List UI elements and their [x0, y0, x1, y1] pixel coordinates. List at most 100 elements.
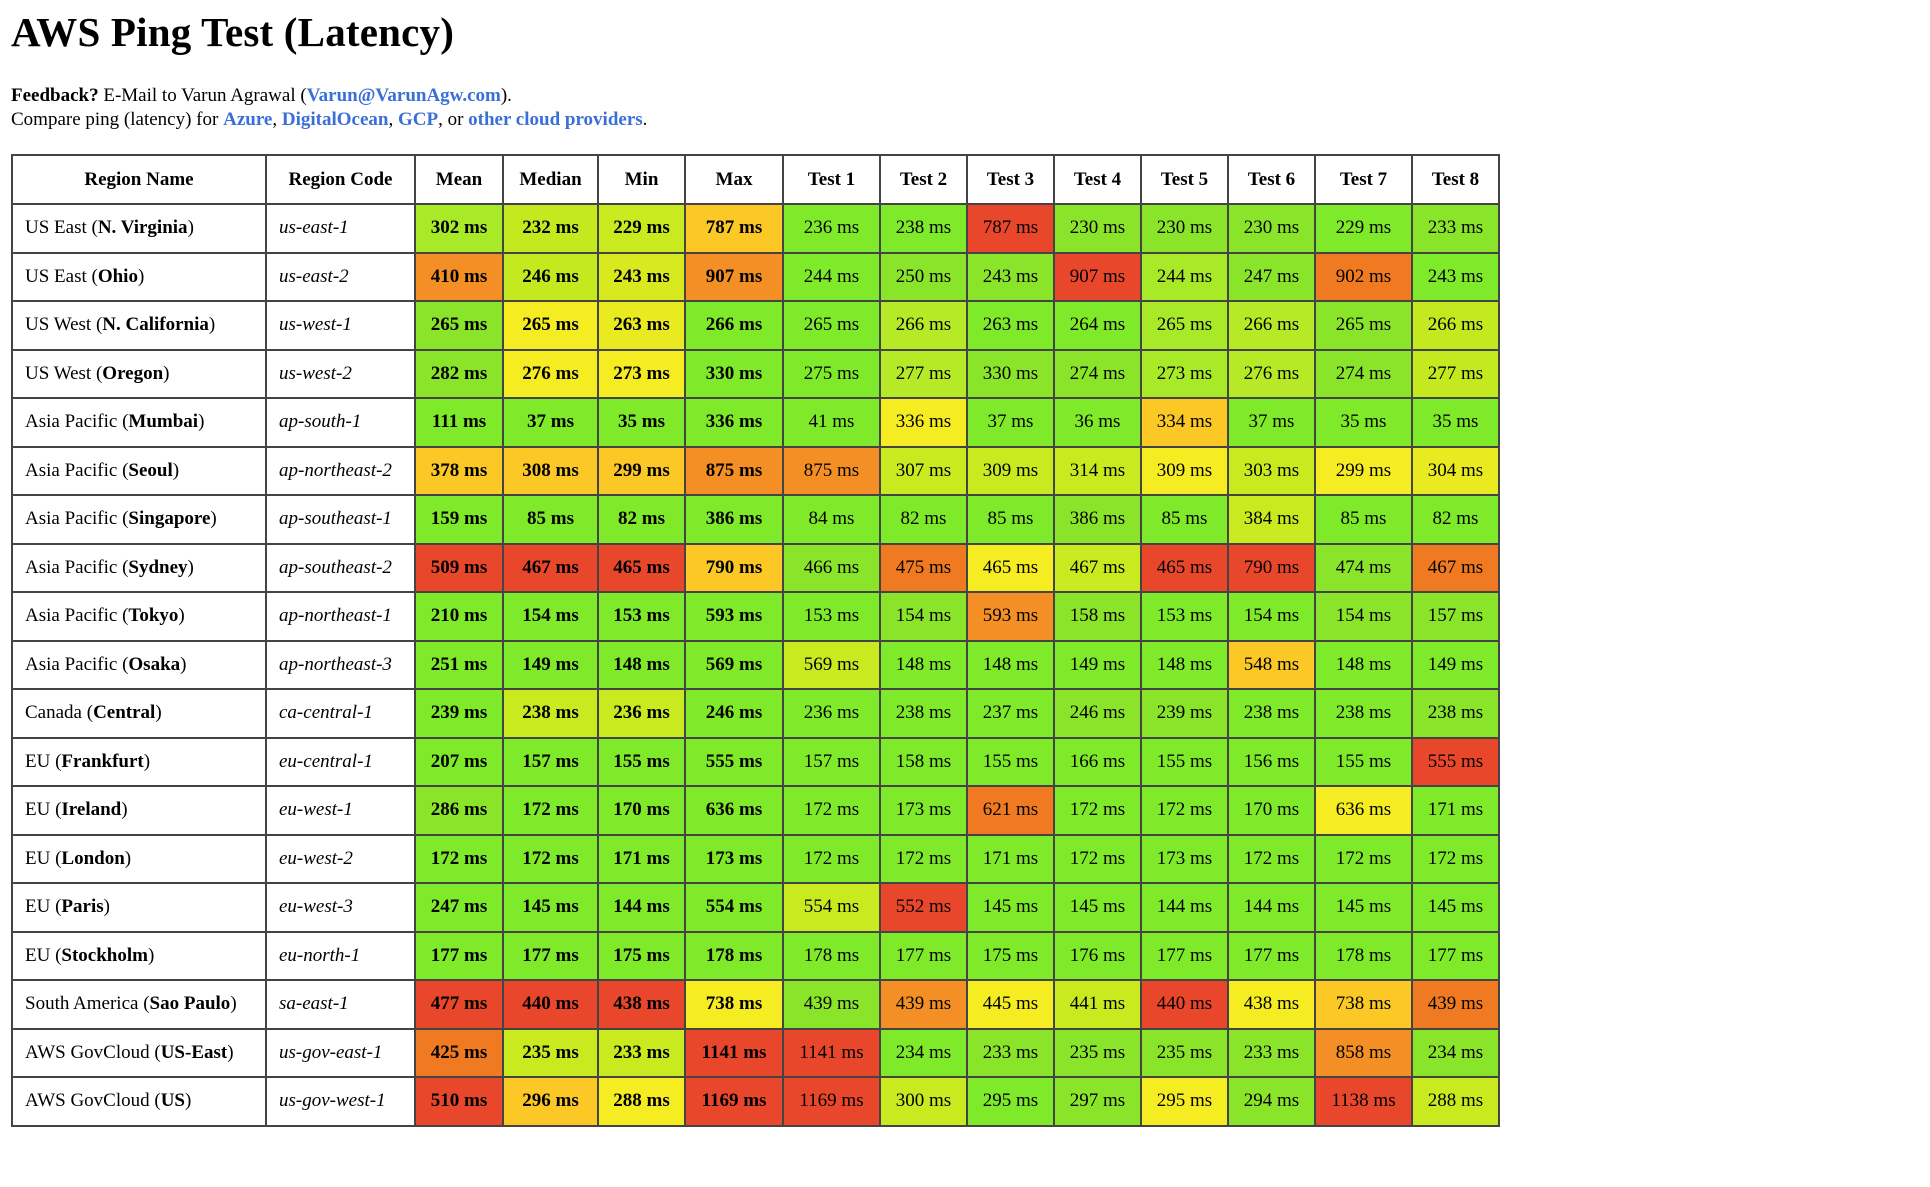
- region-name-cell: US East (Ohio): [11, 251, 267, 302]
- digitalocean-link[interactable]: DigitalOcean: [281, 109, 389, 130]
- test-7-cell: 299 ms: [1314, 445, 1413, 496]
- feedback-close: ).: [500, 85, 512, 106]
- min-cell: 175 ms: [597, 930, 686, 981]
- median-cell: 85 ms: [502, 494, 599, 545]
- test-2-cell: 336 ms: [879, 397, 968, 448]
- region-name-cell: US West (N. California): [11, 300, 267, 351]
- median-cell: 145 ms: [502, 882, 599, 933]
- test-7-cell: 155 ms: [1314, 736, 1413, 787]
- test-7-cell: 145 ms: [1314, 882, 1413, 933]
- test-1-cell: 275 ms: [782, 348, 881, 399]
- region-name-suffix: ): [121, 799, 128, 821]
- test-2-cell: 250 ms: [879, 251, 968, 302]
- test-2-cell: 154 ms: [879, 591, 968, 642]
- median-cell: 246 ms: [502, 251, 599, 302]
- median-cell: 177 ms: [502, 930, 599, 981]
- mean-cell: 111 ms: [414, 397, 504, 448]
- region-location: Central: [93, 702, 156, 724]
- compare-sep: , or: [438, 109, 469, 130]
- test-7-cell: 902 ms: [1314, 251, 1413, 302]
- test-3-cell: 295 ms: [966, 1076, 1055, 1127]
- test-8-cell: 439 ms: [1411, 979, 1500, 1030]
- region-code-cell: ap-southeast-2: [265, 542, 416, 593]
- region-name-prefix: Asia Pacific (: [25, 653, 129, 675]
- test-8-cell: 82 ms: [1411, 494, 1500, 545]
- region-location: Tokyo: [128, 605, 179, 627]
- region-location: Singapore: [128, 508, 211, 530]
- test-1-cell: 236 ms: [782, 688, 881, 739]
- test-4-cell: 158 ms: [1053, 591, 1142, 642]
- region-name-suffix: ): [124, 847, 132, 869]
- median-cell: 235 ms: [502, 1027, 599, 1078]
- test-7-cell: 636 ms: [1314, 785, 1413, 836]
- region-name-suffix: ): [155, 702, 162, 724]
- test-3-cell: 155 ms: [966, 736, 1055, 787]
- test-3-cell: 787 ms: [966, 203, 1055, 254]
- test-5-cell: 172 ms: [1140, 785, 1229, 836]
- test-1-cell: 41 ms: [782, 397, 881, 448]
- test-5-cell: 273 ms: [1140, 348, 1229, 399]
- table-row: US West (Oregon) us-west-2 282 ms 276 ms 273…: [11, 348, 1500, 399]
- test-1-cell: 157 ms: [782, 736, 881, 787]
- min-cell: 243 ms: [597, 251, 686, 302]
- test-3-cell: 237 ms: [966, 688, 1055, 739]
- test-4-cell: 145 ms: [1053, 882, 1142, 933]
- gcp-link[interactable]: GCP: [397, 109, 439, 130]
- test-7-cell: 229 ms: [1314, 203, 1413, 254]
- table-row: AWS GovCloud (US-East) us-gov-east-1 425 m…: [11, 1027, 1500, 1078]
- test-2-cell: 173 ms: [879, 785, 968, 836]
- test-5-cell: 440 ms: [1140, 979, 1229, 1030]
- region-name-suffix: ): [187, 217, 194, 239]
- region-name-suffix: ): [230, 993, 237, 1015]
- test-3-cell: 145 ms: [966, 882, 1055, 933]
- region-name-cell: Asia Pacific (Sydney): [11, 542, 267, 593]
- mean-cell: 251 ms: [414, 639, 504, 690]
- min-cell: 170 ms: [597, 785, 686, 836]
- test-1-cell: 265 ms: [782, 300, 881, 351]
- region-code-cell: us-east-1: [265, 203, 416, 254]
- col-header-region-name: Region Name: [11, 154, 267, 205]
- region-location: US-East: [160, 1041, 228, 1063]
- test-5-cell: 155 ms: [1140, 736, 1229, 787]
- test-6-cell: 303 ms: [1227, 445, 1316, 496]
- feedback-text: E-Mail to Varun Agrawal (: [98, 85, 307, 106]
- email-link[interactable]: Varun@VarunAgw.com: [306, 85, 501, 106]
- test-6-cell: 230 ms: [1227, 203, 1316, 254]
- max-cell: 1141 ms: [684, 1027, 784, 1078]
- region-name-cell: US West (Oregon): [11, 348, 267, 399]
- region-code-cell: ap-northeast-3: [265, 639, 416, 690]
- other-providers-link[interactable]: other cloud providers: [468, 109, 643, 130]
- region-code-cell: eu-north-1: [265, 930, 416, 981]
- test-6-cell: 233 ms: [1227, 1027, 1316, 1078]
- test-1-cell: 1169 ms: [782, 1076, 881, 1127]
- azure-link[interactable]: Azure: [223, 109, 273, 130]
- test-8-cell: 467 ms: [1411, 542, 1500, 593]
- test-7-cell: 172 ms: [1314, 833, 1413, 884]
- region-code-cell: eu-west-3: [265, 882, 416, 933]
- region-code-cell: eu-west-2: [265, 833, 416, 884]
- region-name-cell: US East (N. Virginia): [11, 203, 267, 254]
- region-location: Mumbai: [128, 411, 199, 433]
- test-5-cell: 334 ms: [1140, 397, 1229, 448]
- test-8-cell: 266 ms: [1411, 300, 1500, 351]
- region-name-prefix: US East (: [25, 217, 98, 239]
- table-row: US East (Ohio) us-east-2 410 ms 246 ms 243 m…: [11, 251, 1500, 302]
- min-cell: 35 ms: [597, 397, 686, 448]
- test-5-cell: 309 ms: [1140, 445, 1229, 496]
- test-1-cell: 178 ms: [782, 930, 881, 981]
- region-name-suffix: ): [143, 750, 151, 772]
- compare-prefix: Compare ping (latency) for: [11, 109, 224, 130]
- min-cell: 82 ms: [597, 494, 686, 545]
- min-cell: 273 ms: [597, 348, 686, 399]
- test-3-cell: 593 ms: [966, 591, 1055, 642]
- test-8-cell: 157 ms: [1411, 591, 1500, 642]
- median-cell: 467 ms: [502, 542, 599, 593]
- test-2-cell: 158 ms: [879, 736, 968, 787]
- test-3-cell: 85 ms: [966, 494, 1055, 545]
- region-name-prefix: South America (: [25, 993, 150, 1015]
- test-6-cell: 790 ms: [1227, 542, 1316, 593]
- min-cell: 299 ms: [597, 445, 686, 496]
- table-row: Asia Pacific (Tokyo) ap-northeast-1 210 ms…: [11, 591, 1500, 642]
- region-code-cell: ap-southeast-1: [265, 494, 416, 545]
- test-5-cell: 173 ms: [1140, 833, 1229, 884]
